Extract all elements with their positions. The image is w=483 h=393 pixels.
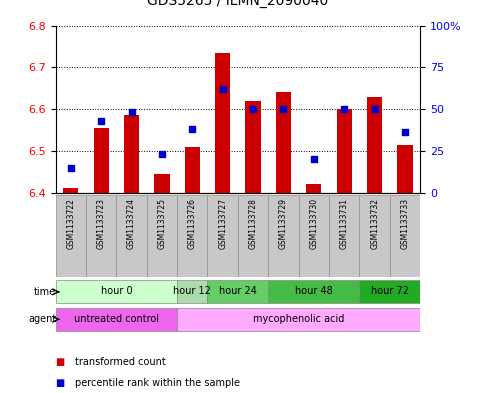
Text: GSM1133723: GSM1133723 (97, 198, 106, 249)
Text: percentile rank within the sample: percentile rank within the sample (75, 378, 240, 388)
Text: GSM1133726: GSM1133726 (188, 198, 197, 249)
Text: untreated control: untreated control (74, 314, 159, 324)
Text: hour 24: hour 24 (219, 286, 257, 296)
Text: ■: ■ (56, 378, 65, 388)
Bar (177, 308, 420, 331)
Text: ■: ■ (56, 356, 65, 367)
Text: GSM1133731: GSM1133731 (340, 198, 349, 249)
Text: hour 0: hour 0 (100, 286, 132, 296)
Bar (147, 195, 177, 277)
Point (97, 118, 105, 124)
Text: transformed count: transformed count (75, 356, 166, 367)
Point (371, 106, 379, 112)
Bar (390, 195, 420, 277)
Point (67, 164, 74, 171)
Bar (116, 195, 147, 277)
Bar (359, 280, 420, 303)
Point (219, 86, 227, 92)
Bar (177, 280, 208, 303)
Bar (208, 280, 268, 303)
Bar (367, 97, 382, 193)
Bar (268, 280, 359, 303)
Bar (238, 195, 268, 277)
Point (280, 106, 287, 112)
Point (401, 129, 409, 136)
Bar (398, 145, 412, 193)
Bar (86, 195, 116, 277)
Bar (329, 195, 359, 277)
Bar (215, 53, 230, 193)
Bar (208, 195, 238, 277)
Text: hour 72: hour 72 (371, 286, 409, 296)
Bar (94, 128, 109, 193)
Bar (177, 195, 208, 277)
Text: GSM1133725: GSM1133725 (157, 198, 167, 249)
Bar (154, 174, 170, 193)
Text: GSM1133730: GSM1133730 (309, 198, 318, 249)
Point (310, 156, 318, 162)
Bar (56, 308, 177, 331)
Point (188, 126, 196, 132)
Text: GSM1133728: GSM1133728 (249, 198, 257, 249)
Bar (56, 195, 86, 277)
Text: time: time (34, 287, 56, 297)
Point (341, 106, 348, 112)
Text: GSM1133724: GSM1133724 (127, 198, 136, 249)
Text: agent: agent (28, 314, 56, 324)
Bar (359, 195, 390, 277)
Text: mycophenolic acid: mycophenolic acid (253, 314, 344, 324)
Bar (124, 115, 139, 193)
Text: GSM1133727: GSM1133727 (218, 198, 227, 249)
Bar (306, 184, 322, 193)
Text: GDS5265 / ILMN_2090040: GDS5265 / ILMN_2090040 (147, 0, 328, 8)
Bar (56, 280, 177, 303)
Point (158, 151, 166, 157)
Bar (185, 147, 200, 193)
Text: GSM1133732: GSM1133732 (370, 198, 379, 249)
Point (128, 109, 135, 116)
Bar (268, 195, 298, 277)
Text: GSM1133733: GSM1133733 (400, 198, 410, 249)
Text: GSM1133722: GSM1133722 (66, 198, 75, 249)
Text: GSM1133729: GSM1133729 (279, 198, 288, 249)
Bar (337, 109, 352, 193)
Bar (298, 195, 329, 277)
Text: hour 12: hour 12 (173, 286, 211, 296)
Bar (245, 101, 261, 193)
Point (249, 106, 257, 112)
Text: hour 48: hour 48 (295, 286, 333, 296)
Bar (63, 188, 78, 193)
Bar (276, 92, 291, 193)
